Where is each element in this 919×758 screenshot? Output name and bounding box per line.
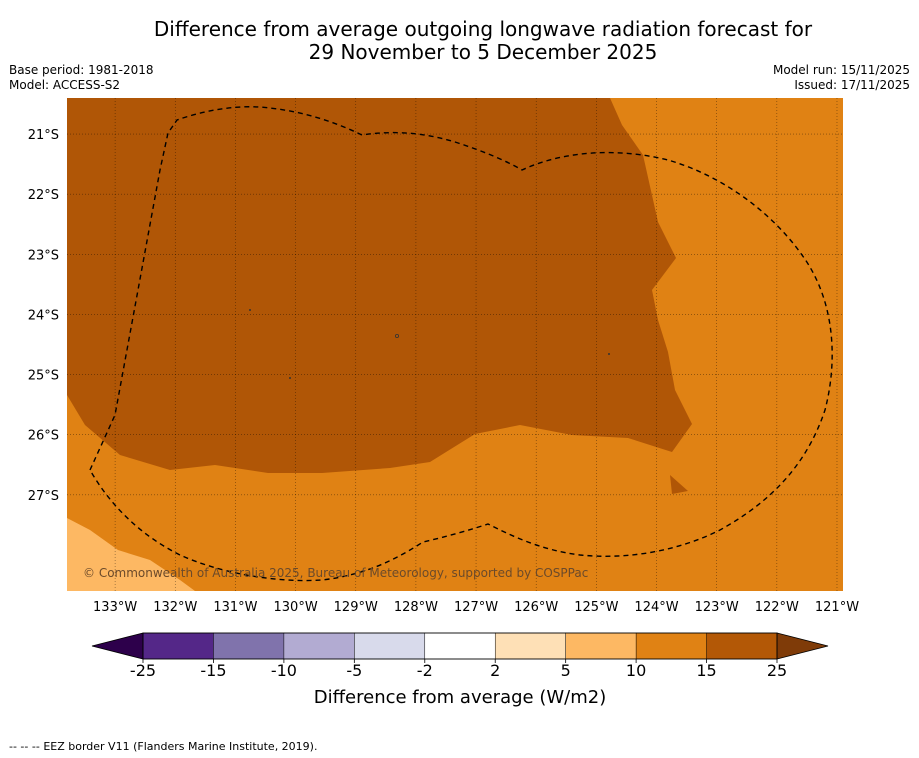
eez-legend-symbol: -- -- -- <box>9 740 40 753</box>
lon-label: 132°W <box>153 600 197 615</box>
colorbar-tick-label: -5 <box>346 661 362 680</box>
lon-label: 127°W <box>454 600 498 615</box>
gridlines <box>67 98 843 591</box>
lat-label: 27°S <box>28 489 59 504</box>
colorbar-tick-label: 5 <box>561 661 571 680</box>
meta-right: Model run: 15/11/2025 Issued: 17/11/2025 <box>773 63 910 93</box>
colorbar-tick-label: -25 <box>130 661 156 680</box>
island-dot <box>289 377 291 379</box>
latitude-labels: 21°S 22°S 23°S 24°S 25°S 26°S 27°S <box>28 128 59 504</box>
colorbar-segment <box>635 632 708 660</box>
island-dot <box>608 353 610 355</box>
chart-title: Difference from average outgoing longwav… <box>60 18 906 64</box>
colorbar: -25 -15 -10 -5 -2 2 5 10 15 25 Difference from av… <box>91 632 829 708</box>
colorbar-segment <box>354 632 426 660</box>
colorbar-tick-label: 25 <box>767 661 787 680</box>
meta-left: Base period: 1981-2018 Model: ACCESS-S2 <box>9 63 154 93</box>
footer-legend: -- -- -- EEZ border V11 (Flanders Marine… <box>9 740 317 753</box>
colorbar-under-arrow <box>91 632 144 660</box>
lon-label: 123°W <box>695 600 739 615</box>
colorbar-tick-label: -15 <box>200 661 226 680</box>
eez-legend-text: EEZ border V11 (Flanders Marine Institut… <box>43 740 318 753</box>
colorbar-segment <box>283 632 355 660</box>
title-line-1: Difference from average outgoing longwav… <box>153 17 813 41</box>
island-dot <box>249 309 251 311</box>
colorbar-over-arrow <box>776 632 829 660</box>
lat-label: 23°S <box>28 248 59 263</box>
lat-label: 21°S <box>28 128 59 143</box>
model-name: Model: ACCESS-S2 <box>9 78 121 92</box>
lat-label: 22°S <box>28 188 59 203</box>
colorbar-tick-label: 15 <box>696 661 716 680</box>
map-field <box>67 98 843 591</box>
lon-label: 126°W <box>514 600 558 615</box>
colorbar-title: Difference from average (W/m2) <box>314 687 606 708</box>
region-low <box>67 518 195 591</box>
colorbar-segment <box>213 632 285 660</box>
region-high-small <box>670 475 688 494</box>
colorbar-segment <box>142 632 214 660</box>
colorbar-segment <box>706 632 778 660</box>
colorbar-frame <box>142 632 778 660</box>
title-line-2: 29 November to 5 December 2025 <box>308 40 658 64</box>
lon-label: 129°W <box>334 600 378 615</box>
eez-border <box>89 106 833 582</box>
colorbar-segment <box>565 632 637 660</box>
island-dot <box>394 333 399 338</box>
lat-label: 25°S <box>28 369 59 384</box>
colorbar-segments <box>142 632 778 660</box>
lon-label: 121°W <box>815 600 859 615</box>
base-period: Base period: 1981-2018 <box>9 63 154 77</box>
longitude-labels: 133°W 132°W 131°W 130°W 129°W 128°W 127°W 126°W… <box>93 600 859 615</box>
copyright-text: © Commonwealth of Australia 2025, Bureau… <box>83 566 588 580</box>
lon-label: 124°W <box>634 600 678 615</box>
lon-label: 125°W <box>574 600 618 615</box>
lon-label: 130°W <box>274 600 318 615</box>
lon-label: 133°W <box>93 600 137 615</box>
colorbar-tick-label: 2 <box>490 661 500 680</box>
colorbar-segment <box>494 632 567 660</box>
colorbar-segment <box>424 632 496 660</box>
colorbar-tick-label: -2 <box>417 661 433 680</box>
lon-label: 122°W <box>755 600 799 615</box>
lat-label: 24°S <box>28 308 59 323</box>
lat-label: 26°S <box>28 429 59 444</box>
lon-label: 131°W <box>213 600 257 615</box>
region-high-main <box>67 98 692 473</box>
lon-label: 128°W <box>394 600 438 615</box>
colorbar-tick-label: 10 <box>626 661 646 680</box>
colorbar-tick-labels: -25 -15 -10 -5 -2 2 5 10 15 25 <box>130 659 787 680</box>
model-run: Model run: 15/11/2025 <box>772 63 910 77</box>
colorbar-tick-label: -10 <box>271 661 297 680</box>
issued-date: Issued: 17/11/2025 <box>794 78 910 92</box>
